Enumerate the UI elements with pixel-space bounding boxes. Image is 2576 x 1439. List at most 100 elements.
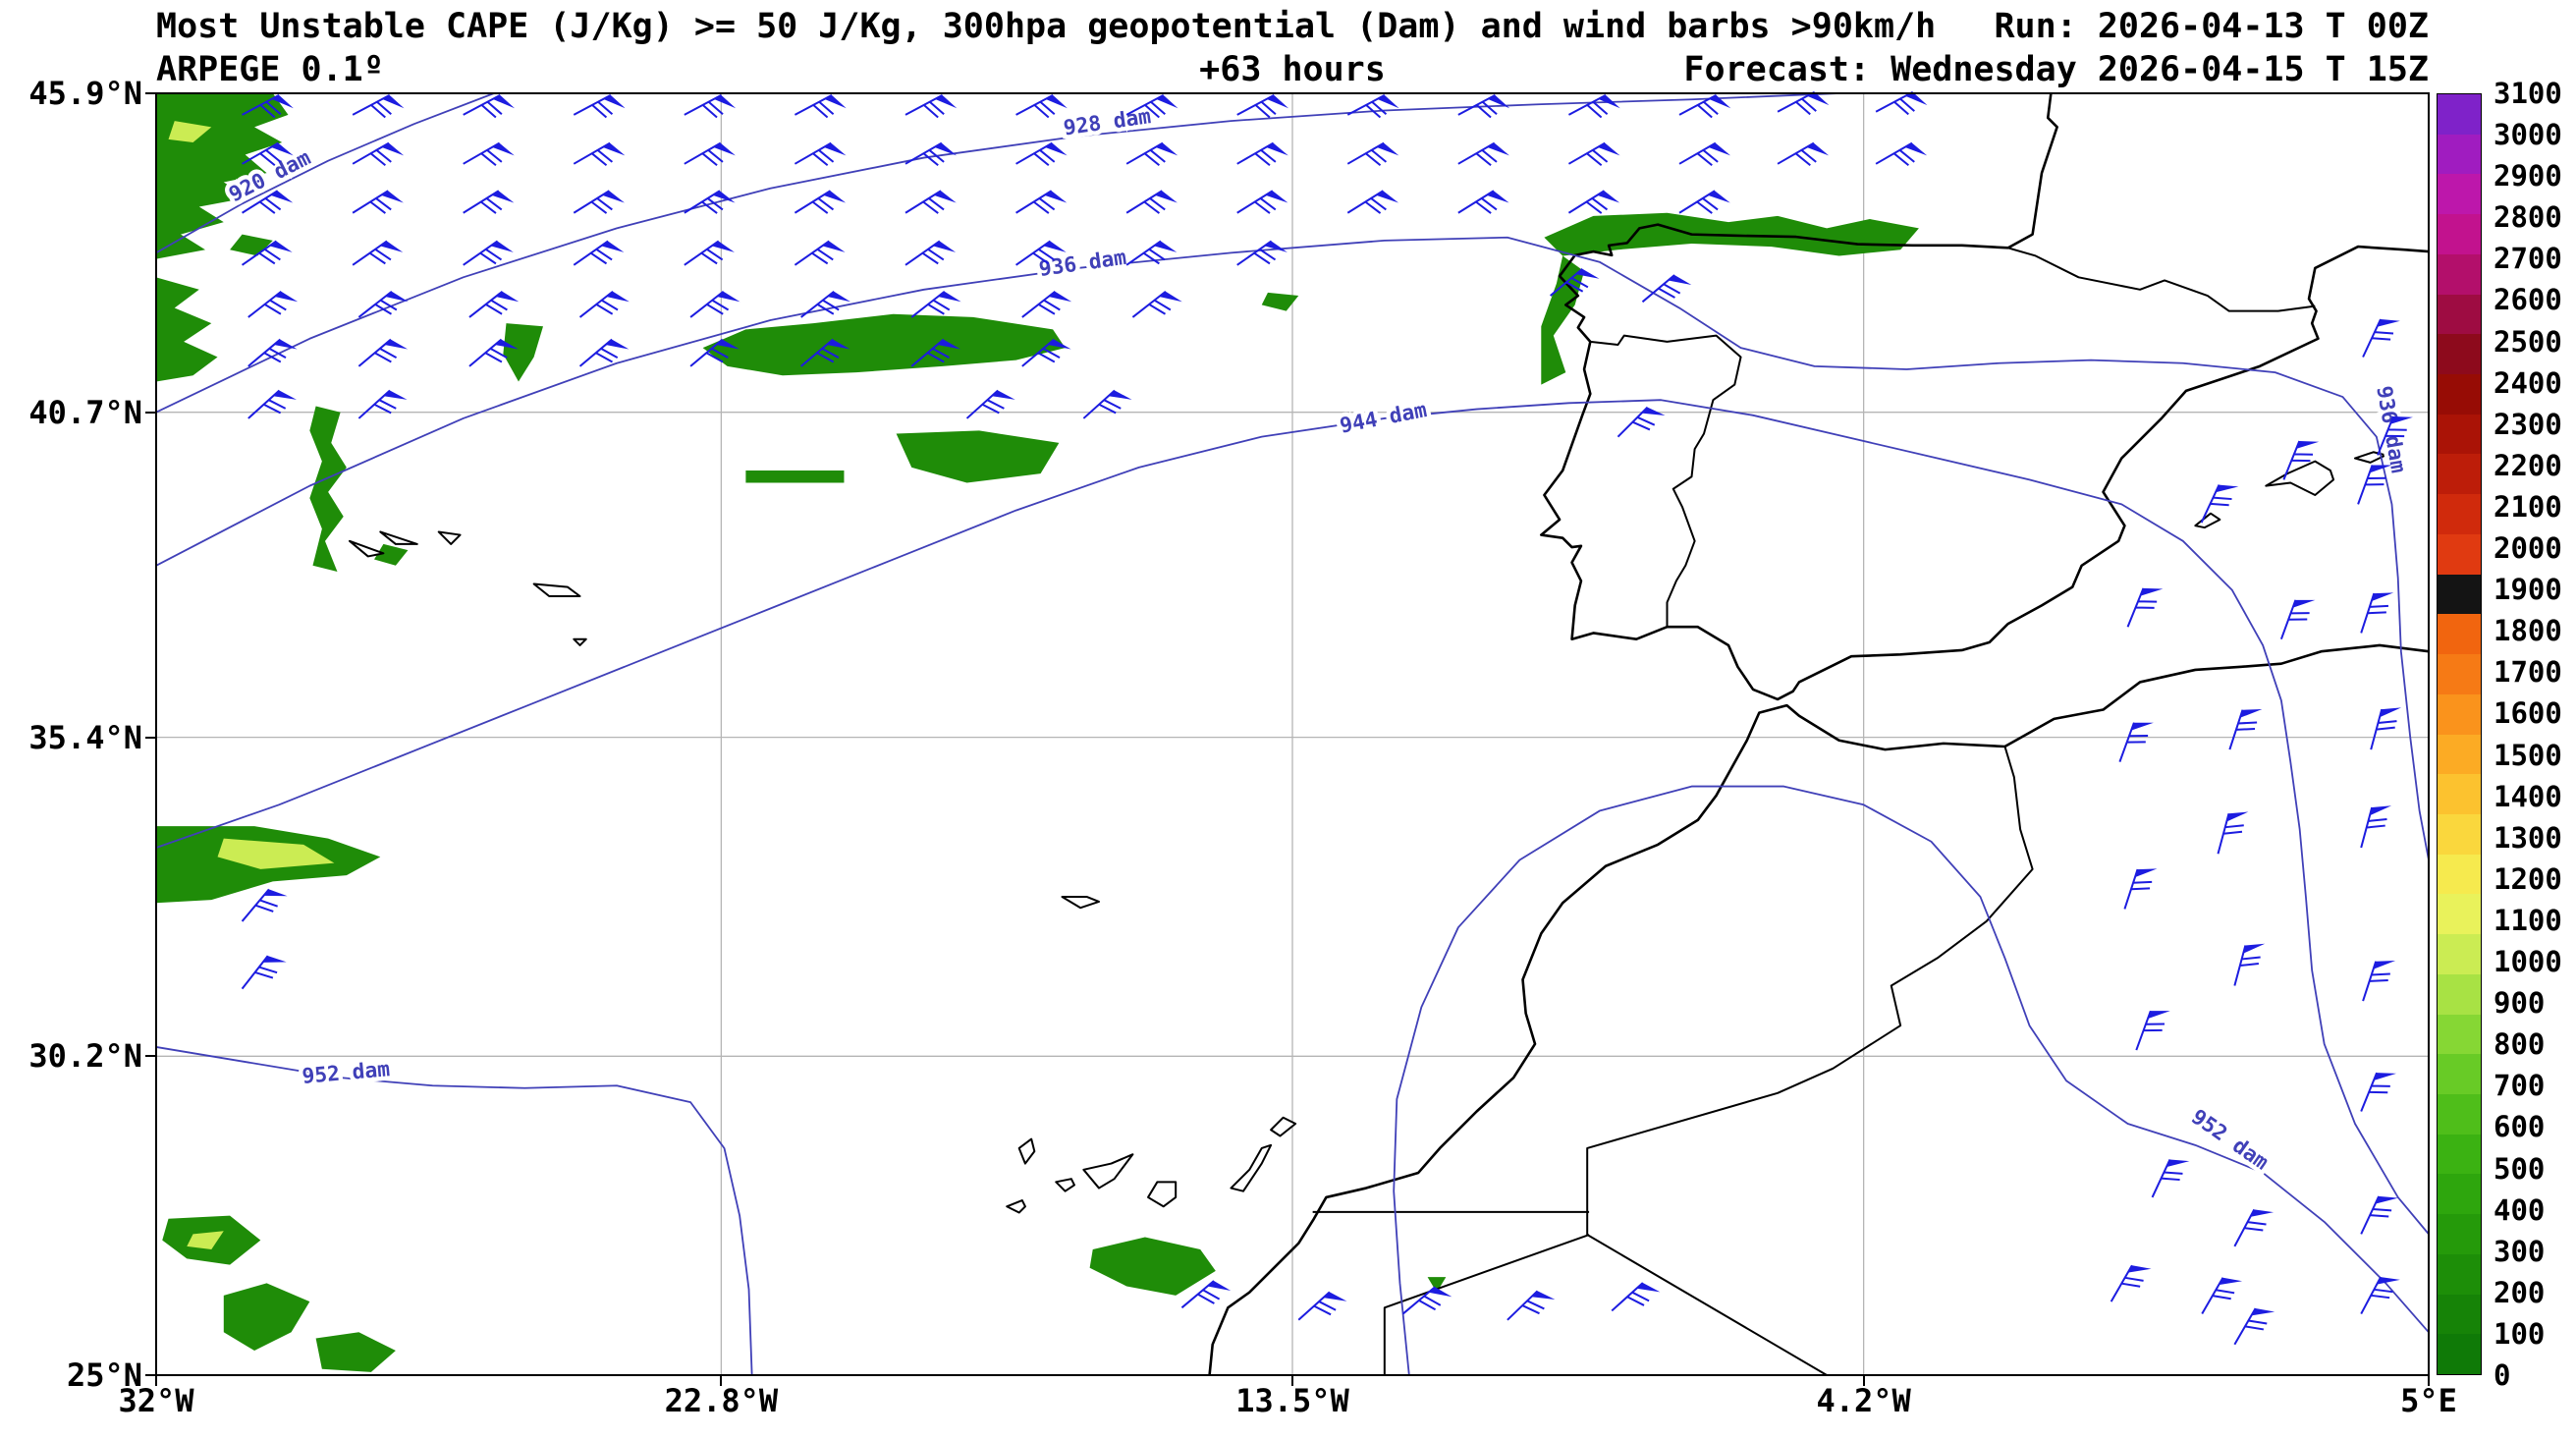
wind-barb: [1568, 188, 1619, 229]
cape-area: [315, 1332, 396, 1372]
wind-barb: [353, 238, 403, 281]
wind-barb: [905, 139, 957, 180]
colorbar-band: [2438, 734, 2481, 775]
wind-barb-pennant: [273, 390, 297, 400]
wind-barb: [243, 238, 293, 281]
wind-barb: [1568, 139, 1619, 180]
wind-barb: [1237, 139, 1288, 180]
colorbar-tick-label: 200: [2494, 1275, 2546, 1309]
wind-barb: [353, 92, 404, 132]
wind-barb: [685, 139, 736, 180]
wind-barb-pennant: [1904, 142, 1928, 156]
colorbar-tick-label: 2900: [2494, 159, 2562, 194]
wind-barb: [795, 139, 846, 180]
wind-barb: [795, 92, 846, 132]
colorbar-band: [2438, 894, 2481, 935]
colorbar-band: [2438, 494, 2481, 534]
x-tick-label: 32°W: [118, 1382, 194, 1419]
wind-barb-pennant: [601, 241, 625, 252]
wind-barb-pennant: [1486, 191, 1509, 203]
wind-barb: [1507, 1287, 1555, 1334]
colorbar-band: [2438, 813, 2481, 855]
wind-barb: [1181, 1277, 1231, 1322]
wind-barb-staff: [1458, 143, 1504, 180]
x-tick-label: 4.2°W: [1816, 1382, 1911, 1419]
colorbar-tick-label: 3000: [2494, 118, 2562, 152]
wind-barb-pennant: [381, 142, 405, 156]
wind-barb: [2218, 807, 2248, 858]
y-tick-label: 35.4°N: [28, 718, 142, 756]
wind-barb-staff: [243, 241, 287, 279]
colorbar-tick-label: 1300: [2494, 820, 2562, 855]
wind-barb-pennant: [2226, 811, 2249, 822]
wind-barb: [905, 188, 957, 229]
wind-barb: [795, 188, 846, 229]
wind-barb-pennant: [2165, 1159, 2190, 1168]
wind-barb-pennant: [716, 339, 740, 350]
wind-barb: [795, 238, 845, 281]
wind-barb-staff: [905, 95, 951, 131]
wind-barb-staff: [1612, 1283, 1655, 1324]
island-coastline: [1062, 897, 1099, 908]
wind-barb-pennant: [1668, 275, 1692, 285]
wind-barb-staff: [243, 191, 288, 228]
island-coastline: [1056, 1179, 1074, 1190]
wind-barb-pennant: [1045, 142, 1068, 156]
wind-barb: [464, 188, 515, 229]
island-coastline: [380, 531, 417, 543]
wind-barb-staff: [685, 191, 730, 228]
wind-barb-pennant: [1264, 241, 1288, 252]
wind-barb: [2361, 1067, 2396, 1119]
wind-barb: [1016, 139, 1068, 180]
wind-barb: [2202, 1272, 2242, 1323]
colorbar-band: [2438, 1134, 2481, 1175]
colorbar-tick-label: 1200: [2494, 861, 2562, 896]
wind-barb-pennant: [1044, 191, 1068, 203]
y-tick-label: 40.7°N: [28, 393, 142, 431]
wind-barb: [1617, 403, 1665, 450]
x-tick-mark: [2428, 1375, 2430, 1386]
island-coastline: [439, 531, 461, 543]
wind-barb-pennant: [1807, 91, 1830, 106]
wind-barb-pennant: [606, 291, 630, 303]
wind-barb: [1458, 188, 1509, 229]
wind-barb-pennant: [269, 241, 293, 252]
wind-barb: [1679, 139, 1730, 180]
wind-barb-staff: [690, 340, 734, 380]
wind-barb: [358, 288, 408, 332]
cape-area: [230, 234, 273, 256]
wind-barb-staff: [1016, 95, 1062, 131]
wind-barb: [2361, 1190, 2398, 1243]
wind-barb-pennant: [495, 339, 519, 350]
wind-barb-pennant: [1641, 407, 1666, 416]
wind-barb: [1016, 188, 1068, 229]
wind-barb: [2234, 1203, 2274, 1254]
run-label: Run: 2026-04-13 T 00Z: [1994, 7, 2429, 46]
wind-barb: [1126, 92, 1178, 132]
wind-barb-staff: [1507, 1291, 1550, 1332]
wind-barb-pennant: [713, 94, 737, 109]
wind-barb-staff: [2218, 813, 2245, 858]
wind-barb-pennant: [2389, 416, 2413, 424]
wind-barb-staff: [1022, 340, 1066, 380]
wind-barb-staff: [2363, 962, 2392, 1007]
wind-barb-pennant: [827, 291, 851, 303]
colorbar-band: [2438, 454, 2481, 495]
geopotential-contour: [156, 93, 1839, 413]
wind-barb: [1347, 92, 1398, 132]
coastline: [1541, 93, 2429, 699]
country-border: [1590, 336, 1740, 628]
colorbar-tick-label: 2500: [2494, 324, 2562, 359]
wind-barb: [1551, 264, 1600, 309]
geopotential-contour: [156, 1047, 752, 1375]
forecast-map: 920 dam928 dam936 dam936 dam944 dam952 d…: [156, 93, 2429, 1375]
wind-barb-pennant: [991, 390, 1015, 400]
colorbar-tick-label: 400: [2494, 1192, 2546, 1227]
wind-barb-pennant: [2292, 599, 2316, 608]
wind-barb-staff: [1642, 275, 1685, 315]
wind-barb-pennant: [602, 142, 626, 156]
wind-barb: [2363, 313, 2400, 365]
wind-barb: [358, 335, 408, 380]
wind-barb: [243, 92, 294, 132]
wind-barb: [1132, 288, 1181, 332]
